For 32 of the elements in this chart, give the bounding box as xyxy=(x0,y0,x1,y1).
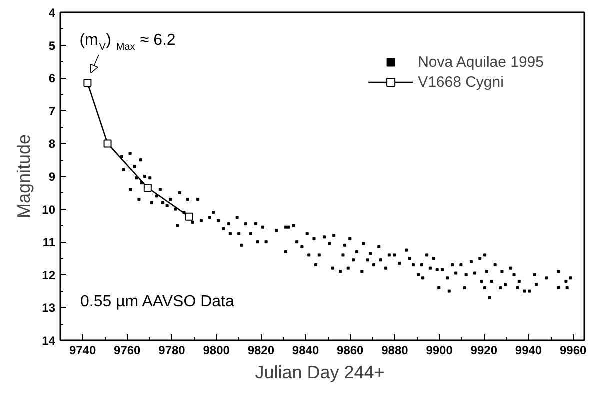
point xyxy=(144,184,152,192)
x-tick-label: 9800 xyxy=(203,344,230,358)
legend-label: V1668 Cygni xyxy=(418,74,504,90)
y-tick-label: 7 xyxy=(48,104,56,118)
y-tick-label: 9 xyxy=(48,170,56,184)
x-tick-label: 9740 xyxy=(69,344,96,358)
y-tick-label: 14 xyxy=(42,334,56,348)
y-tick-label: 10 xyxy=(42,202,56,217)
y-tick-label: 12 xyxy=(42,268,56,282)
annotation: 0.55 µm AAVSO Data xyxy=(80,294,234,310)
point xyxy=(84,79,92,88)
x-tick-label: 9840 xyxy=(292,344,320,358)
legend-label: Nova Aquilae 1995 xyxy=(418,54,544,70)
x-tick-label: 9920 xyxy=(470,344,498,358)
point xyxy=(185,212,194,221)
x-tick-label: 9940 xyxy=(515,344,542,358)
x-tick-label: 9880 xyxy=(382,344,409,358)
point xyxy=(104,140,112,148)
x-tick-label: 9960 xyxy=(560,344,588,358)
x-tick-label: 9820 xyxy=(248,344,275,358)
x-axis-title: Julian Day 244+ xyxy=(255,362,385,382)
y-tick-label: 13 xyxy=(42,301,56,316)
y-tick-label: 11 xyxy=(42,236,56,250)
x-tick-label: 9780 xyxy=(158,344,186,358)
y-tick-label: 8 xyxy=(48,137,56,152)
x-tick-label: 9860 xyxy=(337,344,364,358)
y-tick-label: 6 xyxy=(48,72,56,86)
y-tick-label: 5 xyxy=(48,38,56,53)
x-tick-label: 9760 xyxy=(114,344,142,358)
y-tick-label: 4 xyxy=(48,6,56,20)
y-axis-title: Magnitude xyxy=(14,134,34,219)
x-tick-label: 9900 xyxy=(426,344,454,358)
